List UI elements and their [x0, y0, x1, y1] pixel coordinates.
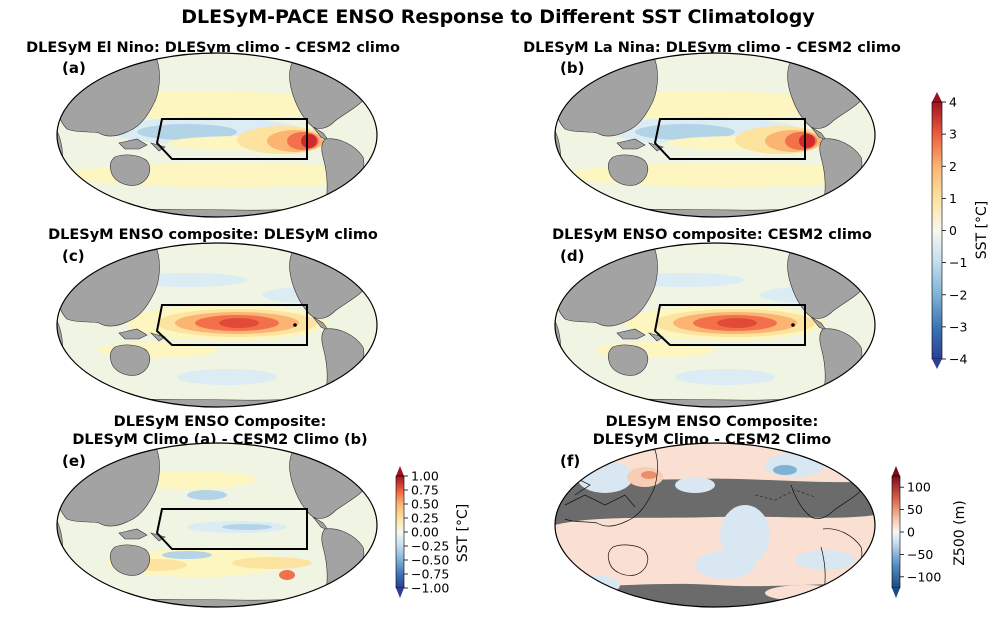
colorbar-main-tick-label: −2	[949, 287, 967, 302]
colorbar-z500-tick-label: −100	[907, 569, 941, 584]
panel-b-label: (b)	[560, 59, 584, 77]
map-f	[554, 442, 876, 608]
figure-title: DLESyM-PACE ENSO Response to Different S…	[181, 6, 815, 28]
colorbar-main: 4 3 2 1 0 −1 −2 −3 −4 SST [°C]	[931, 92, 990, 369]
colorbar-main-tick-label: 1	[949, 191, 957, 206]
panel-f-title-1: DLESyM ENSO Composite:	[606, 414, 819, 430]
colorbar-main-tick-label: 0	[949, 223, 957, 238]
panel-d: DLESyM ENSO composite: CESM2 climo (d)	[552, 227, 876, 408]
colorbar-z500-tick-label: 100	[907, 480, 931, 495]
panel-a-title: DLESyM El Nino: DLESym climo - CESM2 cli…	[26, 40, 400, 56]
colorbar-small-tick-label: 0.50	[411, 497, 439, 512]
colorbar-z500: 100 50 0 −50 −100 Z500 (m)	[891, 466, 968, 598]
panel-c-title: DLESyM ENSO composite: DLESyM climo	[48, 227, 378, 243]
panel-e-title-2: DLESyM Climo (a) - CESM2 Climo (b)	[72, 432, 367, 448]
panel-a: DLESyM El Nino: DLESym climo - CESM2 cli…	[26, 40, 400, 218]
panel-f-title-2: DLESyM Climo - CESM2 Climo	[593, 432, 832, 448]
colorbar-main-tick-label: −3	[949, 319, 967, 334]
colorbar-z500-tick-label: 50	[907, 502, 923, 517]
colorbar-small-tick-label: −0.75	[411, 567, 449, 582]
colorbar-z500-tick-label: −50	[907, 547, 933, 562]
panel-f: DLESyM ENSO Composite: DLESyM Climo - CE…	[554, 414, 876, 608]
colorbar-small-tick-label: 0.75	[411, 483, 439, 498]
colorbar-main-tick-label: −4	[949, 352, 967, 367]
colorbar-small: 1.000.750.500.250.00−0.25−0.50−0.75−1.00…	[395, 466, 471, 598]
map-b	[554, 52, 876, 218]
colorbar-main-tick-label: −1	[949, 255, 967, 270]
colorbar-small-tick-label: −0.25	[411, 539, 449, 554]
map-c	[56, 242, 378, 408]
colorbar-z500-label: Z500 (m)	[952, 500, 968, 565]
colorbar-small-tick-label: 1.00	[411, 469, 439, 484]
map-d	[554, 242, 876, 408]
panel-d-title: DLESyM ENSO composite: CESM2 climo	[552, 227, 872, 243]
map-a	[56, 52, 378, 218]
colorbar-main-tick-label: 4	[949, 95, 957, 110]
panel-e-title-1: DLESyM ENSO Composite:	[114, 414, 327, 430]
panel-a-label: (a)	[62, 59, 86, 77]
colorbar-main-tick-label: 3	[949, 127, 957, 142]
colorbar-small-tick-label: −1.00	[411, 581, 449, 596]
panel-b-title: DLESyM La Nina: DLESym climo - CESM2 cli…	[523, 40, 901, 56]
colorbar-small-label: SST [°C]	[455, 504, 471, 562]
colorbar-z500-tick-label: 0	[907, 525, 915, 540]
panel-e: DLESyM ENSO Composite: DLESyM Climo (a) …	[56, 414, 378, 608]
panel-f-label: (f)	[560, 452, 580, 470]
map-e	[56, 442, 378, 608]
panel-c: DLESyM ENSO composite: DLESyM climo (c)	[48, 227, 378, 408]
colorbar-main-tick-label: 2	[949, 159, 957, 174]
colorbar-small-tick-label: −0.50	[411, 553, 449, 568]
colorbar-small-tick-label: 0.25	[411, 511, 439, 526]
panel-b: DLESyM La Nina: DLESym climo - CESM2 cli…	[523, 40, 901, 218]
colorbar-main-label: SST [°C]	[974, 201, 990, 259]
panel-e-label: (e)	[62, 452, 86, 470]
nino-box	[155, 118, 308, 160]
panel-d-label: (d)	[560, 247, 584, 265]
colorbar-small-tick-label: 0.00	[411, 525, 439, 540]
panel-c-label: (c)	[62, 247, 85, 265]
